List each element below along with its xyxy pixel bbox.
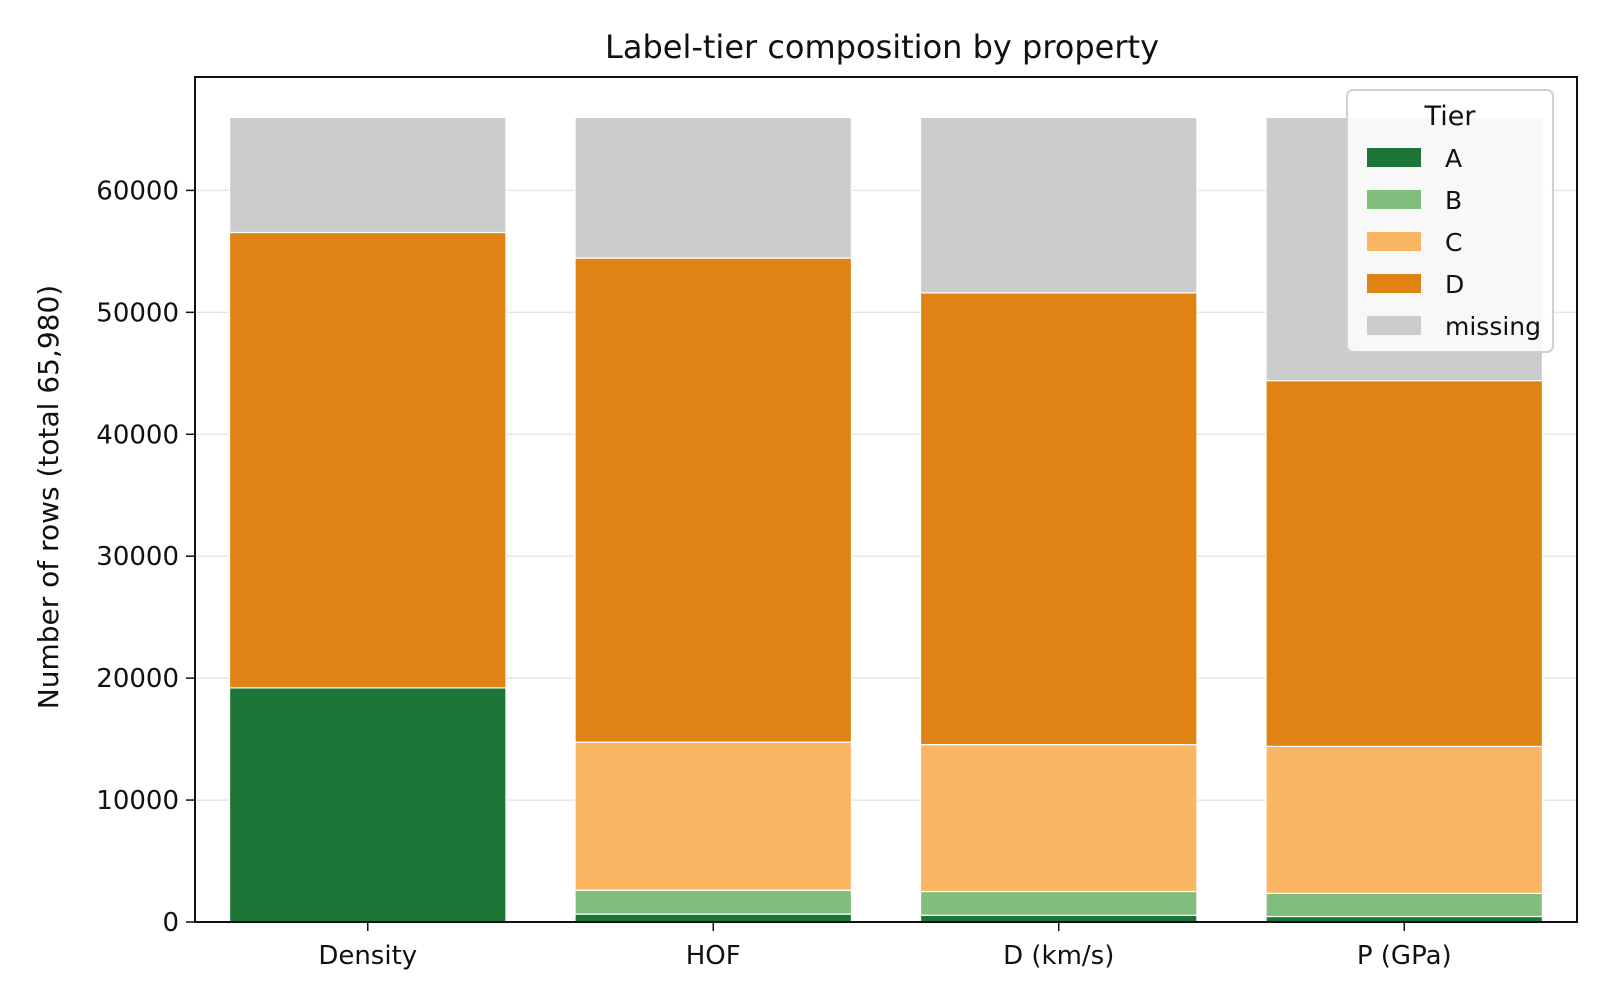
bar-segment [228, 231, 507, 689]
legend-label: A [1445, 144, 1462, 173]
x-tick-label: P (GPa) [1357, 941, 1452, 971]
legend-swatch [1367, 190, 1421, 209]
legend-label: C [1445, 228, 1462, 257]
legend-swatch [1367, 274, 1421, 293]
bar-segment [919, 292, 1198, 746]
bar-segment [1265, 745, 1544, 894]
x-tick-label: HOF [686, 941, 741, 971]
x-tick-label: Density [318, 941, 417, 971]
legend-swatch [1367, 316, 1421, 335]
x-tick-label: D (km/s) [1003, 941, 1114, 971]
legend-label: missing [1445, 312, 1541, 341]
bar-segment [228, 116, 507, 234]
legend-label: D [1445, 270, 1464, 299]
bar-segment [574, 741, 853, 891]
bar-segment [1265, 380, 1544, 748]
bar-segment [228, 687, 507, 923]
bar-segment [574, 913, 853, 923]
y-tick-label: 60000 [96, 176, 179, 206]
y-tick-label: 30000 [96, 542, 179, 572]
tick-labels: 0 10000 20000 30000 40000 50000 60000 Density HO… [96, 176, 1451, 971]
bar-segment [919, 914, 1198, 923]
chart-title: Label-tier composition by property [605, 28, 1159, 66]
y-tick-label: 50000 [96, 298, 179, 328]
bar-segment [919, 743, 1198, 893]
bar-segment [1265, 892, 1544, 918]
legend-swatch [1367, 148, 1421, 167]
y-tick-label: 10000 [96, 786, 179, 816]
legend-label: B [1445, 186, 1462, 215]
axes [186, 76, 1578, 931]
bar-segment [919, 116, 1198, 294]
bar-segment [574, 889, 853, 915]
y-tick-label: 0 [162, 908, 179, 938]
legend-swatch [1367, 232, 1421, 251]
plot-frame [194, 76, 1578, 923]
bar-segment [919, 890, 1198, 916]
bar-segment [574, 116, 853, 259]
y-tick-label: 20000 [96, 664, 179, 694]
y-axis-label: Number of rows (total 65,980) [32, 285, 65, 709]
legend-title: Tier [1424, 101, 1477, 132]
bar-segment [574, 257, 853, 743]
y-tick-label: 40000 [96, 420, 179, 450]
